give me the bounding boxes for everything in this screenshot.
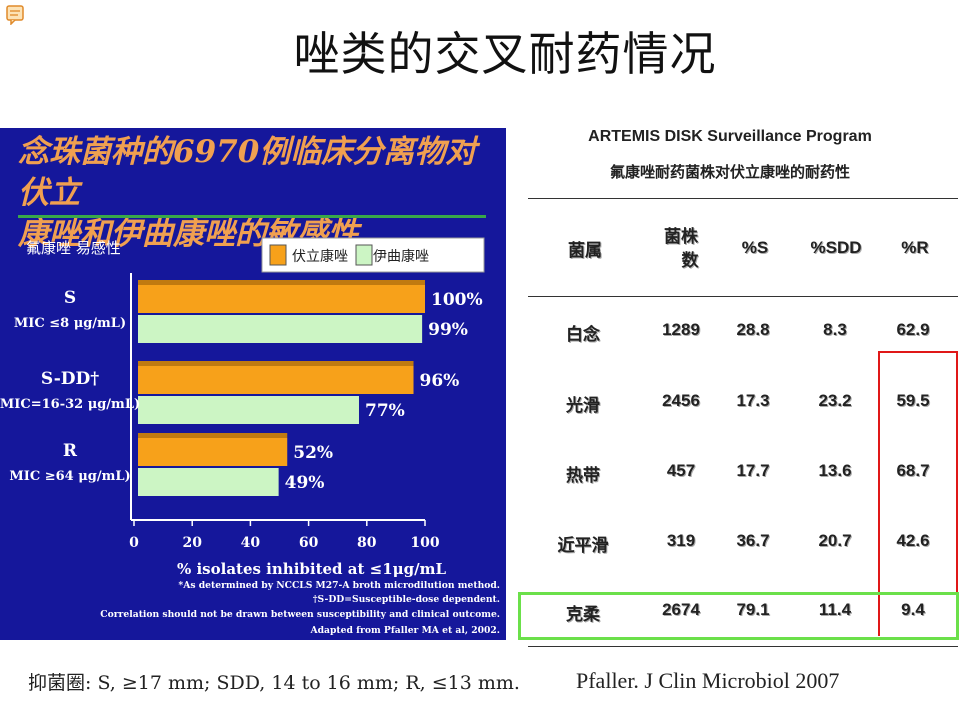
table-top-rule (528, 198, 958, 199)
program-title: ARTEMIS DISK Surveillance Program (588, 128, 872, 145)
x-tick-label: 20 (182, 535, 202, 551)
table-cell: 11.4 (818, 600, 852, 619)
table-cell: 17.7 (736, 461, 770, 480)
chart-title-line1: 念珠菌种的6970例临床分离物对伏立 (18, 134, 477, 211)
bar-voriconazole-1 (138, 366, 414, 394)
table-cell: 13.6 (818, 461, 852, 480)
table-cell: 319 (666, 531, 696, 550)
krusei-highlight-box (518, 592, 959, 640)
footnote-method: *As determined by NCCLS M27-A broth micr… (178, 580, 500, 591)
table-cell: 59.5 (896, 391, 930, 410)
header-pct-sdd: %SDD (810, 238, 862, 257)
bar-value-label: 100% (431, 290, 483, 310)
header-strain-count-line1: 菌株 (664, 227, 698, 246)
citation: Pfaller. J Clin Microbiol 2007 (576, 668, 840, 693)
table-cell: 28.8 (736, 320, 770, 339)
legend-label-itraconazole: 伊曲康唑 (373, 248, 429, 265)
bar-itraconazole-0 (138, 315, 423, 343)
header-strain-count: 菌株 数 (646, 225, 716, 273)
legend-swatch-voriconazole (269, 244, 287, 266)
header-pct-r: %R (901, 238, 929, 257)
bar-value-label: 96% (420, 371, 460, 391)
category-label: R (63, 441, 78, 461)
table-cell: 36.7 (736, 531, 770, 550)
x-tick-label: 40 (241, 535, 261, 551)
genus-cell: 白念 (566, 325, 600, 345)
resistance-table: ARTEMIS DISK Surveillance Program 氟康唑耐药菌… (518, 128, 960, 648)
comment-icon[interactable] (6, 5, 24, 25)
category-sublabel: MIC ≥64 μg/mL) (9, 469, 130, 484)
table-header-rule (528, 296, 958, 297)
bar-value-label: 49% (285, 473, 325, 493)
table-cell: 9.4 (901, 600, 925, 619)
breakpoint-note: 抑菌圈: S, ≥17 mm; SDD, 14 to 16 mm; R, ≤13… (28, 672, 520, 694)
genus-cell: 近平滑 (557, 536, 609, 556)
category-label: S-DD† (41, 369, 99, 389)
bar-voriconazole-0 (138, 285, 425, 313)
table-cell: 68.7 (896, 461, 930, 480)
legend-swatch-itraconazole (355, 244, 373, 266)
table-cell: 20.7 (818, 531, 852, 550)
chart-panel: 念珠菌种的6970例临床分离物对伏立 康唑和伊曲康唑的敏感性 氟康唑 易感性 伏… (0, 128, 506, 640)
bar-itraconazole-1 (138, 396, 359, 424)
footnote-source: Adapted from Pfaller MA et al, 2002. (309, 625, 500, 636)
x-axis-label: % isolates inhibited at ≤1μg/mL (177, 560, 446, 578)
bar-shadow (138, 433, 288, 438)
page-title: 唑类的交叉耐药情况 (293, 27, 717, 81)
category-sublabel: MIC=16-32 μg/mL) (0, 397, 140, 412)
bar-shadow (138, 280, 425, 285)
footnote-correlation: Correlation should not be drawn between … (100, 609, 500, 620)
pct-r-highlight-box (878, 351, 958, 636)
fluconazole-axis-label: 氟康唑 易感性 (26, 239, 121, 257)
table-cell: 8.3 (823, 320, 847, 339)
bar-itraconazole-2 (138, 468, 279, 496)
bar-voriconazole-2 (138, 438, 288, 466)
title-divider (18, 215, 486, 218)
table-bottom-rule (528, 646, 958, 647)
genus-cell: 热带 (566, 466, 600, 486)
table-cell: 42.6 (896, 531, 930, 550)
bar-value-label: 77% (365, 401, 405, 421)
bar-shadow (138, 361, 414, 366)
category-sublabel: MIC ≤8 μg/mL) (14, 316, 126, 331)
header-pct-s: %S (741, 238, 769, 257)
table-cell: 62.9 (896, 320, 930, 339)
x-tick-label: 80 (357, 535, 377, 551)
table-cell: 2456 (662, 391, 700, 410)
table-subtitle: 氟康唑耐药菌株对伏立康唑的耐药性 (609, 163, 850, 181)
table-cell: 457 (666, 461, 696, 480)
x-tick-label: 0 (129, 535, 139, 551)
header-genus: 菌属 (568, 241, 602, 260)
table-cell: 17.3 (736, 391, 770, 410)
legend-label-voriconazole: 伏立康唑 (292, 248, 348, 265)
bar-value-label: 52% (293, 443, 333, 463)
x-tick-label: 60 (299, 535, 319, 551)
table-cell: 23.2 (818, 391, 852, 410)
table-cell: 1289 (662, 320, 700, 339)
table-cell: 79.1 (736, 600, 770, 619)
bar-chart: 氟康唑 易感性 伏立康唑 伊曲康唑 100%99%96%77%52%49% SM… (0, 237, 500, 636)
bar-value-label: 99% (428, 320, 468, 340)
table-cell: 2674 (662, 600, 700, 619)
footnote-sdd: †S-DD=Susceptible-dose dependent. (313, 594, 500, 605)
genus-cell: 光滑 (566, 396, 600, 416)
header-strain-count-line2: 数 (681, 251, 699, 270)
chart-legend: 伏立康唑 伊曲康唑 (261, 237, 485, 273)
chart-title: 念珠菌种的6970例临床分离物对伏立 康唑和伊曲康唑的敏感性 (18, 132, 498, 255)
genus-cell: 克柔 (566, 605, 600, 625)
category-label: S (64, 288, 76, 308)
x-tick-label: 100 (410, 535, 439, 551)
